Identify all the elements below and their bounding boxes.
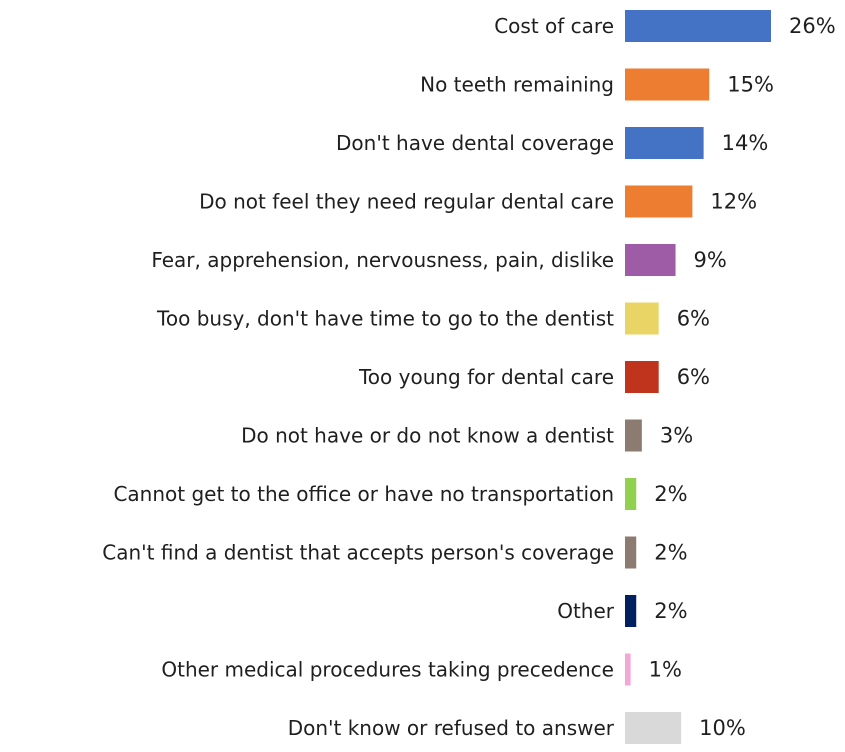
bar (625, 127, 704, 159)
bar (625, 185, 693, 218)
bar (625, 10, 771, 42)
category-label: Other (557, 599, 615, 623)
category-label: Do not have or do not know a dentist (241, 424, 614, 448)
value-label: 2% (654, 482, 687, 506)
category-label: Other medical procedures taking preceden… (161, 658, 614, 682)
bar (625, 595, 637, 627)
value-label: 6% (677, 365, 710, 389)
category-label: Don't know or refused to answer (288, 716, 615, 740)
category-label: Can't find a dentist that accepts person… (102, 541, 614, 565)
category-label: Cannot get to the office or have no tran… (113, 482, 614, 506)
value-label: 14% (722, 131, 769, 155)
value-label: 10% (699, 716, 746, 740)
category-label: Too busy, don't have time to go to the d… (156, 307, 614, 331)
bar (625, 68, 710, 101)
category-label: Do not feel they need regular dental car… (199, 190, 614, 214)
value-label: 12% (710, 190, 757, 214)
bar (625, 712, 682, 744)
bar (625, 478, 637, 510)
bar (625, 653, 631, 686)
bar (625, 244, 676, 276)
value-label: 6% (677, 307, 710, 331)
value-label: 2% (654, 541, 687, 565)
bar (625, 536, 637, 569)
value-label: 26% (789, 14, 836, 38)
category-label: Too young for dental care (358, 365, 614, 389)
value-label: 15% (727, 73, 774, 97)
bar (625, 302, 659, 335)
category-label: No teeth remaining (420, 73, 614, 97)
bar (625, 419, 642, 452)
value-label: 1% (649, 658, 682, 682)
value-label: 3% (660, 424, 693, 448)
category-label: Cost of care (494, 14, 614, 38)
category-label: Fear, apprehension, nervousness, pain, d… (151, 248, 614, 272)
value-label: 9% (694, 248, 727, 272)
value-label: 2% (654, 599, 687, 623)
category-label: Don't have dental coverage (336, 131, 614, 155)
bar (625, 361, 659, 393)
